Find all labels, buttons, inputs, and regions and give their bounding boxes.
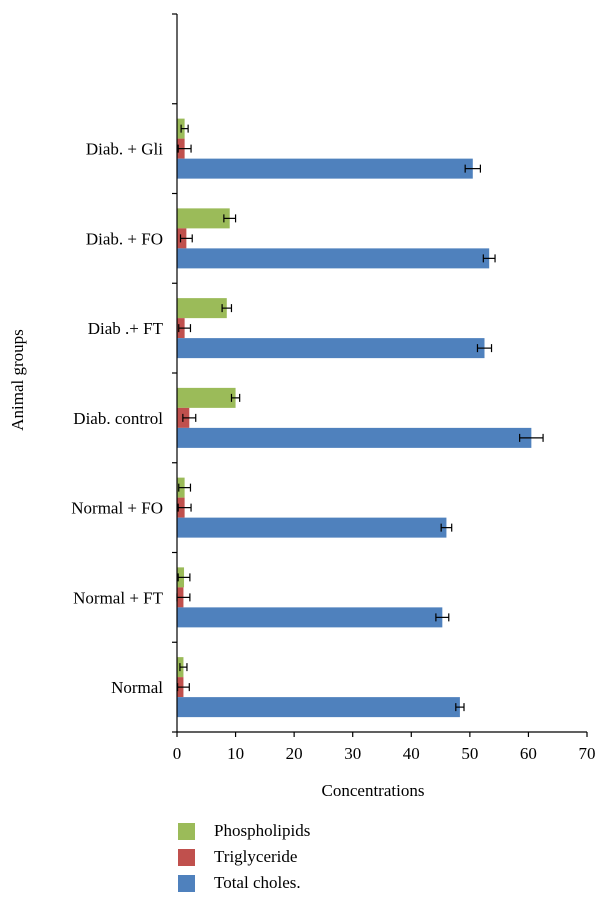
legend-label-triglyceride: Triglyceride [214, 847, 298, 866]
axes-layer: Normal Normal + FT Normal + FO Diab. contro… [71, 13, 595, 763]
legend-item-triglyceride: Triglyceride [178, 844, 310, 870]
error-bar-phospholipids-normal-fo [178, 483, 192, 492]
error-bar-total-choles-diab-gli [464, 164, 481, 173]
x-tick-label-0: 0 [173, 744, 182, 763]
y-tick-label-normal-fo: Normal + FO [71, 499, 163, 518]
bar-phospholipids-diab-fo [177, 208, 230, 229]
legend-label-total-choles: Total choles. [214, 873, 301, 892]
error-bar-total-choles-normal [455, 703, 465, 712]
error-bar-triglyceride-diab-gli [177, 144, 192, 153]
x-tick-label-60: 60 [520, 744, 537, 763]
x-tick-label-40: 40 [403, 744, 420, 763]
x-tick-label-20: 20 [286, 744, 303, 763]
error-bar-phospholipids-normal [179, 663, 188, 672]
error-bar-total-choles-normal-fo [440, 523, 453, 532]
error-bar-triglyceride-diab-control [182, 413, 197, 422]
x-tick-label-50: 50 [461, 744, 478, 763]
bar-chart: Normal Normal + FT Normal + FO Diab. contro… [8, 13, 595, 800]
legend-swatch-phospholipids [178, 822, 195, 840]
error-bar-triglyceride-diab-ft [178, 324, 192, 333]
y-tick-label-diab-gli: Diab. + Gli [86, 140, 163, 159]
y-tick-label-diab-control: Diab. control [73, 409, 163, 428]
x-tick-label-70: 70 [579, 744, 595, 763]
x-axis-title: Concentrations [322, 781, 425, 800]
error-bar-phospholipids-diab-ft [221, 304, 233, 313]
error-bar-total-choles-diab-ft [476, 344, 493, 353]
error-bar-triglyceride-diab-fo [179, 234, 193, 243]
error-bar-triglyceride-normal-fo [177, 503, 192, 512]
error-bar-total-choles-normal-ft [435, 613, 450, 622]
bar-phospholipids-diab-ft [177, 298, 227, 319]
error-bar-phospholipids-diab-fo [223, 214, 237, 223]
error-bar-phospholipids-diab-control [230, 393, 241, 402]
y-tick-label-normal: Normal [111, 678, 163, 697]
error-bar-phospholipids-diab-gli [180, 124, 189, 133]
legend-label-phospholipids: Phospholipids [214, 821, 311, 840]
bar-total-choles-normal-fo [177, 517, 447, 538]
legend-item-total-choles: Total choles. [178, 870, 310, 896]
bar-phospholipids-diab-control [177, 387, 236, 408]
y-axis-title: Animal groups [8, 329, 27, 431]
legend-swatch-triglyceride [178, 848, 195, 866]
y-tick-label-diab-ft: Diab .+ FT [88, 319, 164, 338]
bar-total-choles-normal [177, 697, 460, 718]
bar-total-choles-diab-gli [177, 158, 473, 179]
legend: Phospholipids Triglyceride Total choles. [178, 818, 310, 896]
legend-swatch-total-choles [178, 874, 195, 892]
y-tick-label-diab-fo: Diab. + FO [86, 229, 163, 248]
error-bar-total-choles-diab-fo [482, 254, 496, 263]
legend-item-phospholipids: Phospholipids [178, 818, 310, 844]
bar-total-choles-normal-ft [177, 607, 443, 628]
x-tick-label-30: 30 [344, 744, 361, 763]
bar-total-choles-diab-control [177, 427, 532, 448]
bar-total-choles-diab-fo [177, 248, 490, 269]
error-bar-phospholipids-normal-ft [177, 573, 191, 582]
y-tick-label-normal-ft: Normal + FT [73, 588, 163, 607]
bar-total-choles-diab-ft [177, 338, 485, 359]
bars-layer [176, 118, 544, 718]
error-bar-total-choles-diab-control [519, 433, 544, 442]
x-tick-label-10: 10 [227, 744, 244, 763]
